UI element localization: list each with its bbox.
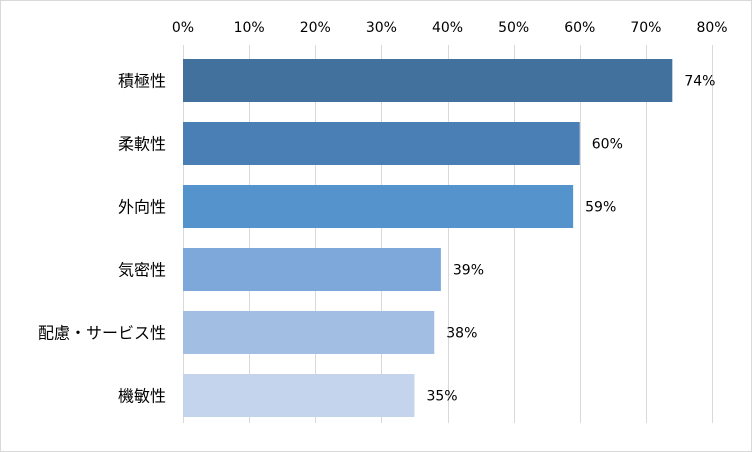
data-labels: 74% 60% 59% 39% 38% 35% (426, 74, 715, 405)
bar (183, 185, 574, 228)
category-label: 外向性 (118, 198, 166, 217)
x-axis-tick-labels: 0% 10% 20% 30% 40% 50% 60% 70% 80% (172, 20, 728, 36)
x-tick-label: 80% (696, 20, 727, 36)
x-tick-label: 10% (234, 20, 265, 36)
bar (183, 311, 435, 354)
data-label: 60% (592, 137, 623, 153)
category-label: 配慮・サービス性 (38, 324, 166, 343)
data-label: 38% (446, 326, 477, 342)
bar (183, 59, 673, 102)
x-tick-label: 0% (172, 20, 194, 36)
x-tick-label: 60% (564, 20, 595, 36)
x-tick-label: 20% (300, 20, 331, 36)
data-label: 39% (453, 263, 484, 279)
data-label: 59% (585, 200, 616, 216)
category-label: 柔軟性 (118, 135, 166, 154)
x-tick-label: 40% (432, 20, 463, 36)
gridlines (183, 45, 713, 423)
bar (183, 248, 441, 291)
bar (183, 374, 415, 417)
data-label: 35% (426, 389, 457, 405)
bar (183, 122, 580, 165)
bars (183, 59, 673, 417)
x-tick-label: 70% (630, 20, 661, 36)
category-label: 積極性 (118, 72, 166, 91)
category-label: 機敏性 (118, 387, 166, 406)
x-tick-label: 50% (498, 20, 529, 36)
category-label: 気密性 (118, 261, 166, 280)
data-label: 74% (684, 74, 715, 90)
x-tick-label: 30% (366, 20, 397, 36)
